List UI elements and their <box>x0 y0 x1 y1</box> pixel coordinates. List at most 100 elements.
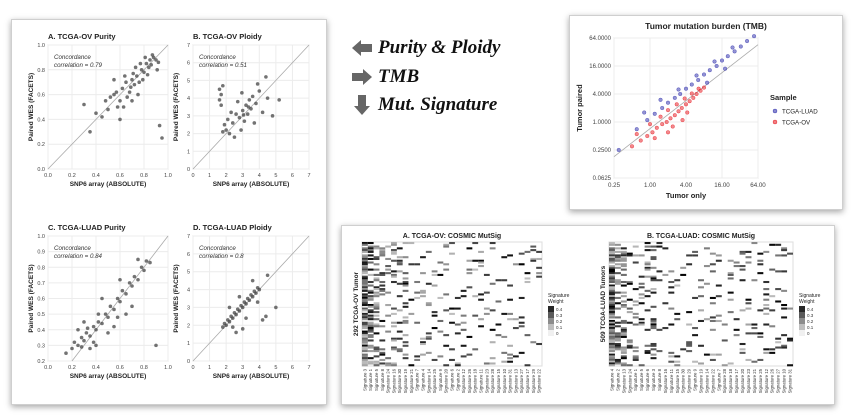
heatmap-cell <box>379 273 386 276</box>
y-axis-label: 292 TCGA-OV Tumor <box>353 271 360 336</box>
data-point <box>634 132 639 137</box>
heatmap-cell <box>674 318 681 321</box>
data-point <box>112 77 116 82</box>
heatmap-cell <box>391 280 397 284</box>
y-tick-label: 4.0000 <box>593 92 612 98</box>
data-point <box>96 312 101 316</box>
heatmap-cell <box>396 309 403 312</box>
heatmap-cell <box>408 263 415 266</box>
heatmap-cell <box>787 339 793 342</box>
heatmap-cell <box>536 257 542 261</box>
heatmap-cell <box>650 323 657 326</box>
column-label: Signature 12 <box>461 368 466 393</box>
heatmap-cell <box>609 295 615 298</box>
heatmap-cell <box>367 254 374 257</box>
heatmap-cell <box>757 252 764 255</box>
heatmap-cell <box>609 265 615 268</box>
heatmap-cell <box>632 300 639 303</box>
annotation-line: Concordance <box>54 245 91 252</box>
heatmap-cell <box>638 321 645 324</box>
heatmap-cell <box>362 342 368 346</box>
heatmap-cell <box>715 284 722 287</box>
heatmap-cell <box>379 288 386 291</box>
data-point <box>676 87 681 92</box>
heatmap-cell <box>385 304 392 307</box>
heatmap-cell <box>632 304 639 307</box>
heatmap-cell <box>632 323 639 326</box>
heatmap-cell <box>609 364 615 367</box>
data-point <box>237 309 242 313</box>
heatmap-cell <box>662 327 669 330</box>
heatmap-cell <box>626 339 633 342</box>
data-point <box>121 105 126 109</box>
x-axis-label: SNP6 array (ABSOLUTE) <box>70 373 147 380</box>
heatmap-cell <box>609 291 615 294</box>
heatmap-cell <box>362 325 368 328</box>
legend-swatch <box>772 119 778 125</box>
heatmap-cell <box>379 284 386 287</box>
heatmap-cell <box>626 298 633 301</box>
heatmap-cell <box>692 327 699 330</box>
heatmap-cell <box>781 247 788 250</box>
data-point <box>265 96 270 100</box>
heatmap-cell <box>362 353 368 356</box>
data-point <box>630 144 635 149</box>
data-point <box>232 135 237 139</box>
legend-swatch <box>548 330 554 336</box>
heatmap-cell <box>518 316 525 319</box>
heatmap-cell <box>609 273 615 276</box>
heatmap-cell <box>609 307 615 310</box>
heatmap-cell <box>373 307 380 310</box>
heatmap-cell <box>362 318 368 321</box>
heatmap-cell <box>650 266 657 269</box>
heatmap-cell <box>466 268 473 271</box>
heatmap-cell <box>626 321 633 324</box>
heatmap-cell <box>367 268 374 271</box>
heatmap-cell <box>362 259 368 262</box>
data-point <box>221 130 225 134</box>
heatmap-cell <box>367 328 374 331</box>
scatter-ov-ploidy: B. TCGA-OV Ploidy 0 1 2 3 4 5 6 7 0 1 2 3 4 5 6 7 Concord… <box>173 32 311 188</box>
column-label: Signature 17 <box>734 368 739 393</box>
heatmap-cell <box>686 263 693 266</box>
data-point <box>115 105 120 109</box>
heatmap-cell <box>727 277 734 280</box>
heatmap-cell <box>609 358 615 361</box>
data-point <box>691 95 696 100</box>
y-tick-label: 0.0625 <box>593 176 612 182</box>
data-point <box>106 107 110 112</box>
column-label: Signature 2 <box>455 368 460 391</box>
heatmap-cell <box>402 319 409 323</box>
scatter-ov-purity: A. TCGA-OV Purity 0.0 0.2 0.4 0.6 0.8 1.0 0.0 0.… <box>28 32 172 188</box>
column-label: Signature 17 <box>525 368 530 393</box>
chart-title: C. TCGA-LUAD Purity <box>48 223 126 232</box>
heatmap-cell <box>420 341 426 344</box>
heatmap-cell <box>420 337 426 340</box>
heatmap-cell <box>385 330 392 333</box>
heatmap-cell <box>367 327 374 330</box>
heatmap-cell <box>763 351 770 354</box>
heatmap-cell <box>524 250 531 253</box>
heatmap-cell <box>609 342 615 346</box>
data-point <box>124 292 128 296</box>
heatmap-cell <box>620 300 627 303</box>
heatmap-cell <box>609 335 615 338</box>
heatmap-cell <box>483 273 490 276</box>
heatmap-cell <box>781 249 788 252</box>
column-label: Signature 27 <box>519 368 524 393</box>
heatmap-cell <box>391 325 397 328</box>
column-label: Signature 24 <box>627 368 632 393</box>
heatmap-cell <box>391 346 397 349</box>
heatmap-cell <box>489 282 496 285</box>
heatmap-cell <box>656 242 663 245</box>
data-point <box>658 114 663 119</box>
data-point <box>88 130 92 134</box>
heatmap-cell <box>379 351 386 354</box>
heatmap-cell <box>367 257 374 261</box>
heatmap-cell <box>501 279 508 282</box>
heatmap-cell <box>443 344 450 347</box>
data-point <box>240 327 245 331</box>
x-tick-label: 6 <box>291 173 294 179</box>
heatmap-cell <box>644 266 651 269</box>
